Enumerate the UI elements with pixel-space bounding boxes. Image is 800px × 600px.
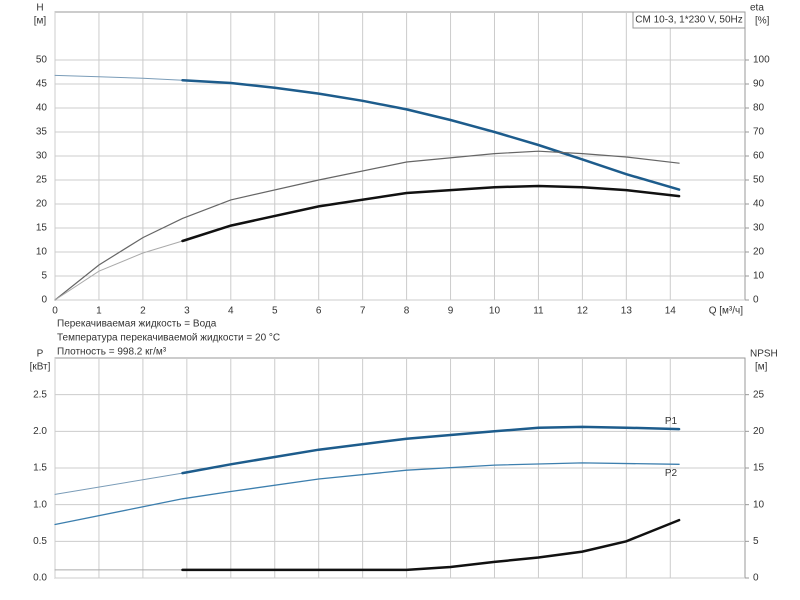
y2-tick-label: 50	[753, 175, 765, 186]
y-tick-label: 50	[36, 55, 48, 66]
x-tick-label: 10	[489, 306, 501, 317]
y2-tick-label: 70	[753, 127, 765, 138]
y-tick-label: 1.5	[33, 463, 47, 474]
y2-tick-label: 0	[753, 295, 759, 306]
y-tick-label: 30	[36, 151, 48, 162]
curve	[54, 150, 680, 301]
curve	[54, 472, 183, 495]
y2-tick-label: 5	[753, 536, 759, 547]
annotation: Перекачиваемая жидкость = Вода	[57, 319, 217, 330]
chart-title: CM 10-3, 1*230 V, 50Hz	[635, 15, 742, 26]
curve	[181, 184, 681, 243]
x-axis-label: Q [м³/ч]	[709, 306, 744, 317]
curve	[54, 74, 183, 81]
annotation: Температура перекачиваемой жидкости = 20…	[57, 333, 280, 344]
x-tick-label: 1	[96, 306, 102, 317]
x-tick-label: 3	[184, 306, 190, 317]
y-tick-label: 10	[36, 247, 48, 258]
x-tick-label: 12	[577, 306, 589, 317]
y-tick-label: 2.0	[33, 426, 47, 437]
x-tick-label: 14	[665, 306, 677, 317]
y-tick-label: 0.0	[33, 573, 47, 584]
y-tick-label: 40	[36, 103, 48, 114]
curve	[54, 240, 183, 301]
y2-tick-label: 30	[753, 223, 765, 234]
y2-axis-unit: [м]	[755, 362, 768, 373]
y2-tick-label: 80	[753, 103, 765, 114]
y-tick-label: 35	[36, 127, 48, 138]
y-axis-label: H	[36, 3, 43, 14]
x-tick-label: 9	[448, 306, 454, 317]
y2-axis-label: NPSH	[750, 349, 778, 360]
x-tick-label: 11	[533, 306, 544, 317]
x-tick-label: 13	[621, 306, 633, 317]
y-axis-unit: [кВт]	[30, 362, 51, 373]
series-label: P2	[665, 468, 678, 479]
curve	[181, 425, 681, 475]
y2-axis-label: eta	[750, 3, 764, 14]
y2-axis-unit: [%]	[755, 16, 770, 27]
y2-tick-label: 10	[753, 271, 765, 282]
curve	[181, 78, 681, 191]
y-tick-label: 15	[36, 223, 48, 234]
y-tick-label: 45	[36, 79, 48, 90]
x-tick-label: 2	[140, 306, 146, 317]
y-tick-label: 20	[36, 199, 48, 210]
x-tick-label: 7	[360, 306, 366, 317]
y-axis-unit: [м]	[34, 16, 47, 27]
curve	[181, 518, 681, 572]
title-box	[632, 11, 746, 29]
curve	[54, 462, 680, 526]
y-tick-label: 5	[41, 271, 47, 282]
series-label: P1	[665, 416, 678, 427]
x-tick-label: 8	[404, 306, 410, 317]
y2-tick-label: 90	[753, 79, 765, 90]
x-tick-label: 4	[228, 306, 234, 317]
x-tick-label: 5	[272, 306, 278, 317]
y2-tick-label: 100	[753, 55, 770, 66]
x-tick-label: 0	[52, 306, 58, 317]
y-tick-label: 2.5	[33, 389, 47, 400]
y2-tick-label: 20	[753, 247, 765, 258]
y2-tick-label: 15	[753, 463, 765, 474]
y-tick-label: 25	[36, 175, 48, 186]
y2-tick-label: 10	[753, 499, 765, 510]
y-tick-label: 1.0	[33, 499, 47, 510]
y-tick-label: 0	[41, 295, 47, 306]
y2-tick-label: 20	[753, 426, 765, 437]
annotation: Плотность = 998.2 кг/м³	[57, 347, 167, 358]
y2-tick-label: 25	[753, 389, 765, 400]
y2-tick-label: 0	[753, 573, 759, 584]
x-tick-label: 6	[316, 306, 322, 317]
y2-tick-label: 60	[753, 151, 765, 162]
y2-tick-label: 40	[753, 199, 765, 210]
y-axis-label: P	[37, 349, 44, 360]
y-tick-label: 0.5	[33, 536, 47, 547]
